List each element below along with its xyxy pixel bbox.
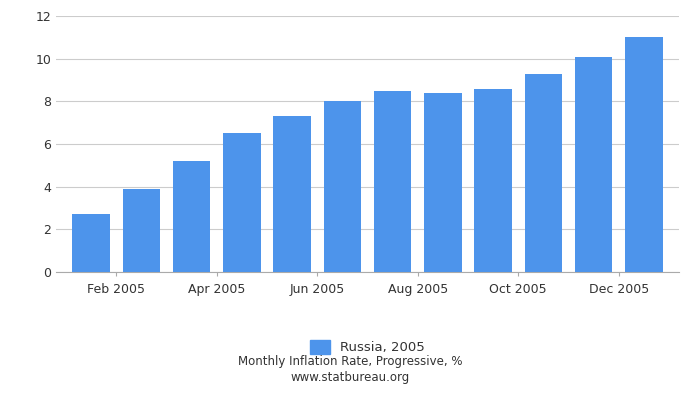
Legend: Russia, 2005: Russia, 2005 xyxy=(304,335,430,360)
Bar xyxy=(323,101,361,272)
Bar xyxy=(374,91,412,272)
Bar xyxy=(72,214,110,272)
Bar xyxy=(173,161,211,272)
Bar xyxy=(424,93,462,272)
Bar xyxy=(273,116,311,272)
Bar xyxy=(575,56,612,272)
Bar xyxy=(122,189,160,272)
Bar xyxy=(475,88,512,272)
Bar xyxy=(223,133,260,272)
Text: Monthly Inflation Rate, Progressive, %: Monthly Inflation Rate, Progressive, % xyxy=(238,356,462,368)
Text: www.statbureau.org: www.statbureau.org xyxy=(290,372,410,384)
Bar xyxy=(625,37,663,272)
Bar xyxy=(524,74,562,272)
